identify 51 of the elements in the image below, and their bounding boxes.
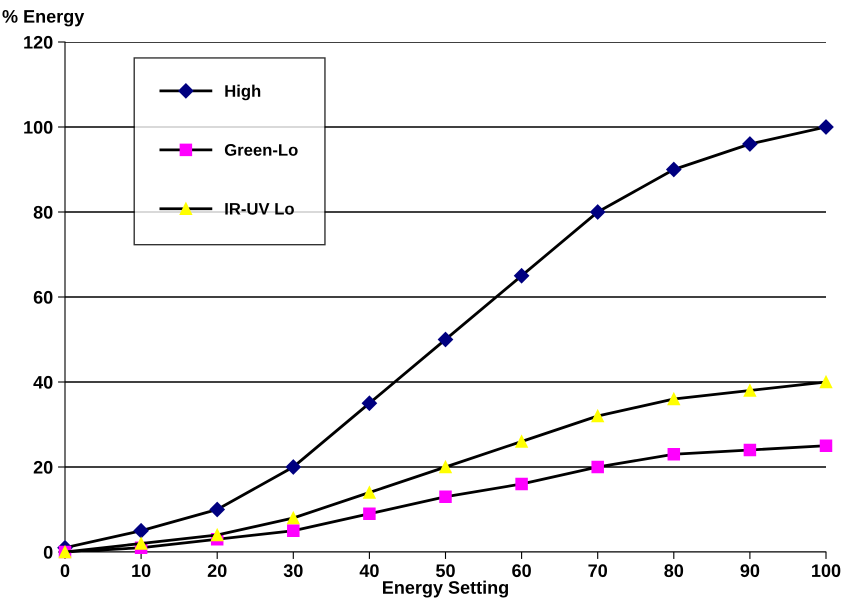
point — [363, 486, 376, 499]
y-tick-label: 100 — [24, 120, 52, 134]
point — [591, 410, 604, 422]
point — [590, 204, 606, 220]
point — [744, 444, 756, 456]
point — [210, 502, 225, 518]
point — [668, 448, 680, 460]
legend-label: IR-UV Lo — [225, 203, 294, 215]
point — [210, 528, 224, 542]
point — [818, 119, 834, 135]
point — [744, 384, 756, 397]
point — [134, 537, 148, 550]
y-tick-label: 40 — [33, 376, 52, 389]
y-tick-label: 80 — [34, 206, 52, 219]
point — [515, 435, 528, 448]
point — [820, 440, 832, 452]
point — [666, 162, 682, 178]
point — [514, 268, 530, 284]
point — [591, 460, 604, 474]
point — [820, 376, 832, 388]
point — [287, 512, 300, 524]
point — [668, 392, 680, 406]
y-tick-label: 120 — [24, 36, 52, 49]
point — [439, 460, 452, 474]
x-tick-label: 70 — [588, 564, 607, 578]
legend-label: Green-Lo — [224, 144, 298, 156]
y-axis-title: % Energy — [2, 10, 84, 26]
x-tick-label: 100 — [812, 564, 840, 578]
point — [286, 459, 301, 475]
point — [438, 332, 454, 348]
x-tick-label: 90 — [740, 564, 760, 578]
x-tick-label: 0 — [60, 564, 70, 578]
point — [742, 136, 758, 152]
x-tick-label: 80 — [664, 564, 684, 578]
y-tick-label: 60 — [34, 290, 52, 304]
x-tick-label: 60 — [512, 564, 531, 578]
x-tick-label: 20 — [208, 564, 227, 578]
point — [362, 396, 377, 411]
x-axis-title: Energy Setting — [383, 580, 508, 598]
x-tick-label: 30 — [284, 564, 303, 578]
y-tick-label: 0 — [44, 546, 52, 559]
x-tick-label: 10 — [132, 564, 150, 578]
legend-label: High — [225, 84, 260, 100]
point — [134, 523, 149, 538]
point — [515, 478, 528, 490]
y-tick-label: 20 — [34, 460, 52, 474]
x-tick-label: 40 — [360, 564, 379, 578]
point — [287, 524, 300, 537]
x-tick-label: 50 — [436, 564, 455, 578]
point — [439, 490, 452, 503]
point — [363, 508, 376, 520]
